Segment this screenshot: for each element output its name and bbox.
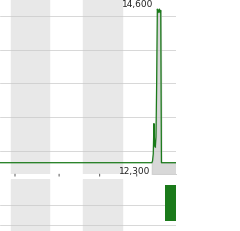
Bar bbox=[165, 185, 175, 221]
Bar bbox=[11, 0, 49, 174]
Text: 14,600: 14,600 bbox=[122, 0, 154, 9]
Text: Apr: Apr bbox=[6, 185, 24, 195]
Text: Jul: Jul bbox=[53, 185, 65, 195]
Text: Okt: Okt bbox=[91, 185, 108, 195]
Text: Jan: Jan bbox=[129, 185, 144, 195]
Bar bbox=[83, 0, 122, 174]
Text: 12,300: 12,300 bbox=[119, 166, 150, 175]
Bar bbox=[83, 179, 122, 231]
Bar bbox=[11, 179, 49, 231]
